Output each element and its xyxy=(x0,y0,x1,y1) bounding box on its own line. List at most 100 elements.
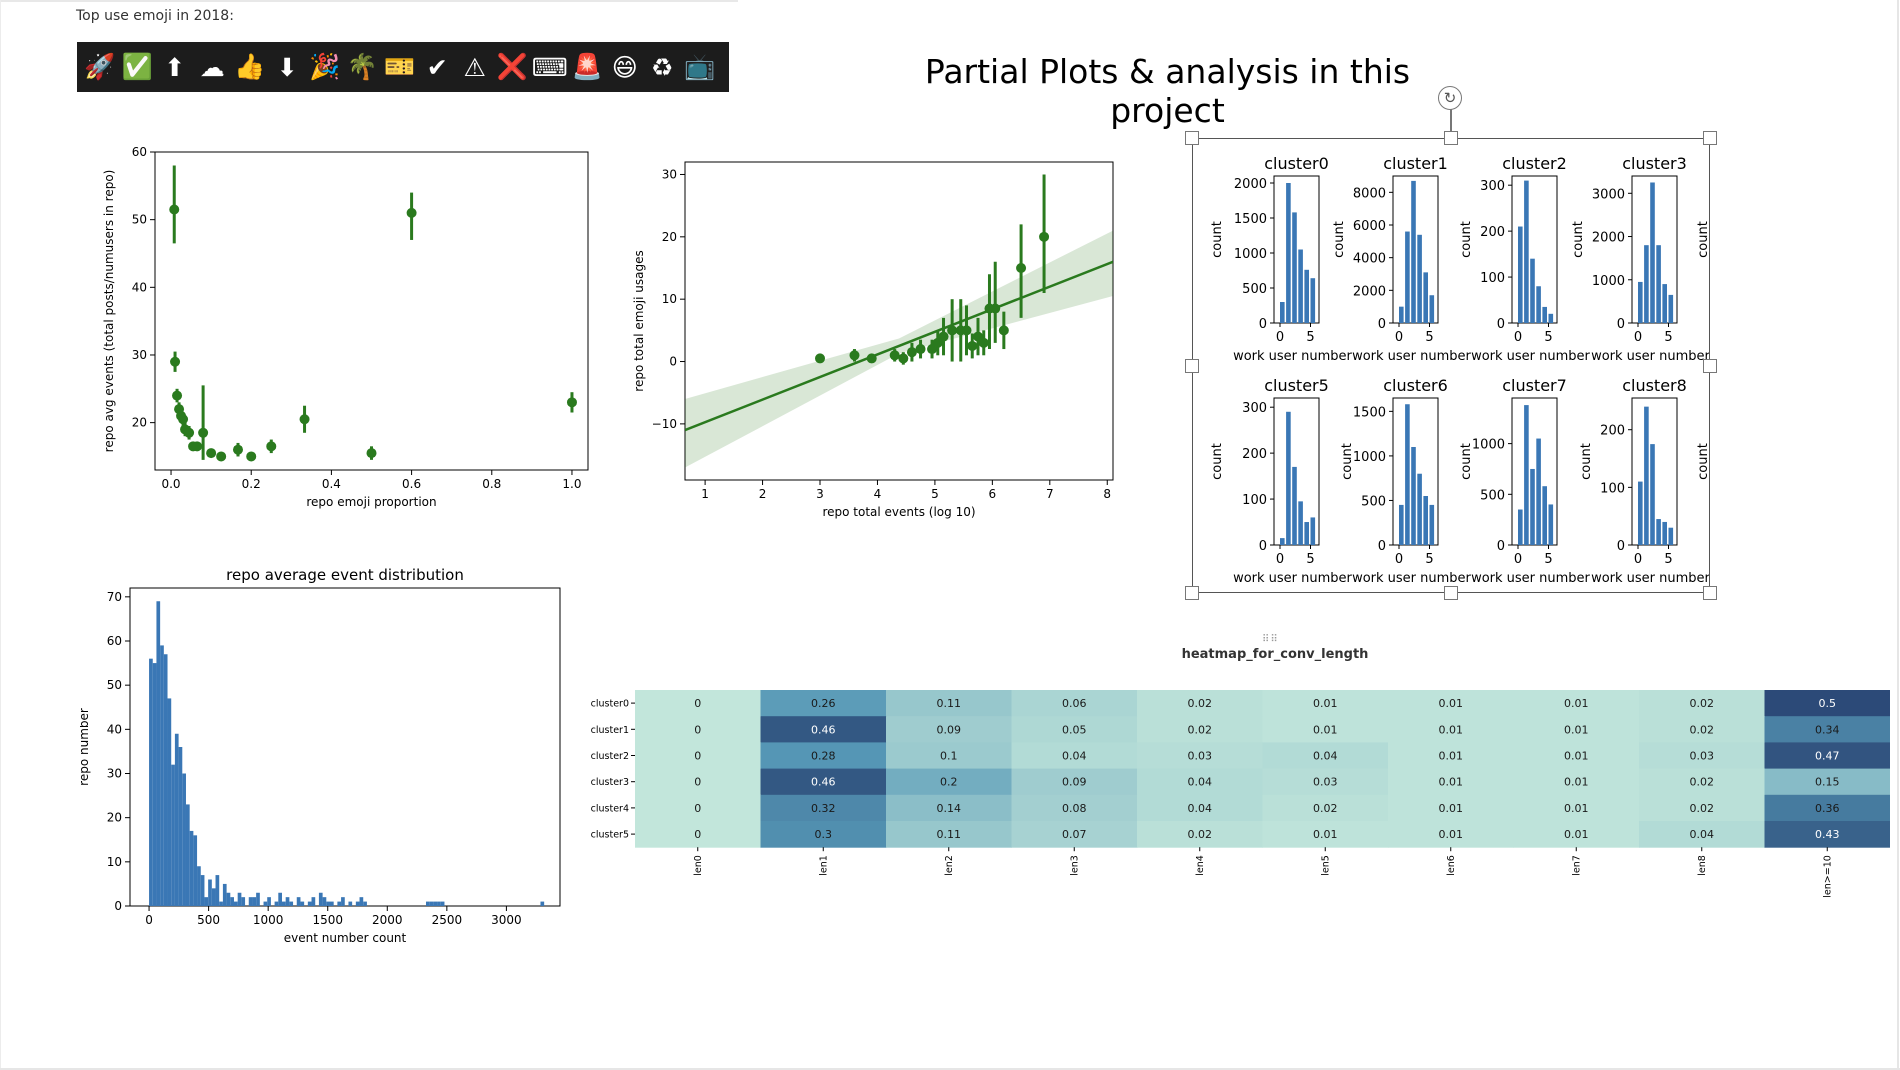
histogram-bar xyxy=(1429,504,1435,545)
histogram-bar xyxy=(211,888,216,906)
heatmap-value: 0.07 xyxy=(1062,828,1087,841)
page-title[interactable]: Partial Plots & analysis in this project xyxy=(924,52,1411,130)
y-axis-label: count xyxy=(1340,443,1355,480)
keyboard-icon: ⌨ xyxy=(531,52,568,82)
avg-event-distribution-chart[interactable]: 0 500 1000 1500 2000 2500 3000 0 10 20 30 40 50 60 70 e… xyxy=(80,558,570,948)
heatmap-cell xyxy=(1388,794,1514,822)
resize-handle-bottom-left[interactable] xyxy=(1185,586,1199,600)
resize-handle-right[interactable] xyxy=(1703,359,1717,373)
heatmap-value: 0.01 xyxy=(1564,723,1589,736)
resize-handle-top-left[interactable] xyxy=(1185,131,1199,145)
data-point xyxy=(866,353,877,364)
histogram-bar xyxy=(1405,231,1410,323)
y-axis-label: count xyxy=(1696,443,1710,480)
histogram-bar xyxy=(233,901,238,906)
heatmap-value: 0.01 xyxy=(1313,697,1338,710)
heatmap-value: 0.06 xyxy=(1062,697,1087,710)
histogram-bar xyxy=(337,901,342,906)
x-tick-label: 2000 xyxy=(372,913,403,927)
heatmap-value: 0.08 xyxy=(1062,802,1087,815)
drag-grip-icon[interactable]: ⠿⠿ xyxy=(1262,634,1279,645)
x-tick-label: 4 xyxy=(874,487,882,501)
x-tick-label: 0 xyxy=(1276,330,1284,345)
x-axis-label: work user number xyxy=(1591,349,1710,364)
heatmap-value: 0.02 xyxy=(1188,828,1213,841)
histogram-bar xyxy=(1304,269,1309,323)
y-tick-label: 200 xyxy=(1480,225,1505,240)
heatmap-cell xyxy=(886,821,1012,848)
heatmap-cell xyxy=(1388,690,1514,717)
warning-icon: ⚠ xyxy=(463,52,486,82)
histogram-bar xyxy=(1548,313,1554,323)
histogram-bar xyxy=(152,663,157,906)
emoji-proportion-chart[interactable]: 0.0 0.2 0.4 0.6 0.8 1.0 20 30 40 50 60 repo emoji p… xyxy=(80,140,600,515)
heatmap-column-label: len>=10 xyxy=(1822,855,1833,898)
heatmap-cell xyxy=(1011,742,1138,770)
heatmap-value: 0.2 xyxy=(940,776,958,789)
y-axis-label: count xyxy=(1579,443,1594,480)
emoji-strip-image[interactable]: 🚀 ✅ ⬆ ☁ 👍 ⬇ 🎉 🌴 🎫 ✔ ⚠ ❌ ⌨ 🚨 😄 ♻ 📺 xyxy=(77,42,729,92)
data-point xyxy=(898,353,909,364)
plot-frame xyxy=(154,151,589,471)
confidence-band xyxy=(685,230,1113,468)
heatmap-column-label: len4 xyxy=(1195,855,1206,876)
data-point xyxy=(849,350,860,361)
y-tick-label: 500 xyxy=(1242,282,1267,297)
heatmap-value: 0 xyxy=(694,723,701,736)
x-tick-label: 6 xyxy=(989,487,997,501)
heatmap-cell xyxy=(1764,742,1890,770)
histogram-bar xyxy=(1524,180,1529,323)
emoji-vs-events-chart[interactable]: 1 2 3 4 5 6 7 8 −10 0 10 20 30 repo total events (log… xyxy=(620,152,1130,522)
y-tick-label: 20 xyxy=(662,230,677,244)
panel-title: cluster8 xyxy=(1622,376,1687,395)
heatmap-cell xyxy=(1639,794,1765,822)
left-border xyxy=(0,0,1,1070)
heatmap-cell xyxy=(1011,821,1138,848)
histogram-bar xyxy=(1310,278,1316,323)
conv-length-heatmap[interactable]: 0 0.26 0.11 0.06 0.02 0.01 0.01 0.01 0.02 0.5 0 0.4… xyxy=(580,680,1890,900)
histogram-bar xyxy=(1536,438,1541,545)
right-border xyxy=(1897,0,1899,1070)
data-point xyxy=(198,427,209,438)
y-tick-label: 0 xyxy=(1259,539,1267,554)
resize-handle-left[interactable] xyxy=(1185,359,1199,373)
check-mark-button-icon: ✅ xyxy=(121,52,153,81)
heatmap-cell xyxy=(1137,690,1263,717)
up-arrow-icon: ⬆ xyxy=(164,52,186,82)
x-axis-label: work user number xyxy=(1591,571,1710,586)
data-point xyxy=(998,325,1009,336)
resize-handle-top-right[interactable] xyxy=(1703,131,1717,145)
histogram-bar xyxy=(204,897,209,906)
heatmap-value: 0 xyxy=(694,697,701,710)
heatmap-cell xyxy=(760,742,887,770)
rotate-handle-icon[interactable]: ↻ xyxy=(1438,86,1462,110)
resize-handle-top[interactable] xyxy=(1444,131,1458,145)
histogram-bar xyxy=(285,897,290,906)
resize-handle-bottom-right[interactable] xyxy=(1703,586,1717,600)
y-tick-label: 4000 xyxy=(1353,252,1386,267)
y-axis-label: count xyxy=(1210,221,1225,258)
x-tick-label: 1000 xyxy=(253,913,284,927)
histogram-bar xyxy=(1518,509,1523,545)
x-tick-label: 1500 xyxy=(312,913,343,927)
resize-handle-bottom[interactable] xyxy=(1444,586,1458,600)
data-point xyxy=(938,331,949,342)
histogram-bar xyxy=(1292,466,1297,545)
histogram-bar xyxy=(1638,481,1643,545)
histogram-bar xyxy=(182,773,186,906)
y-tick-label: 2000 xyxy=(1234,177,1267,192)
heatmap-cell xyxy=(1262,821,1389,848)
histogram-bar xyxy=(318,892,323,906)
heatmap-value: 0.09 xyxy=(1062,776,1087,789)
heatmap-value: 0.01 xyxy=(1439,750,1464,763)
image-selection-frame[interactable] xyxy=(1192,138,1710,593)
heatmap-value: 0.02 xyxy=(1690,802,1715,815)
heatmap-value: 0.26 xyxy=(811,697,836,710)
histogram-bar xyxy=(1286,183,1291,323)
y-axis-label: repo avg events (total posts/numusers in… xyxy=(102,170,116,453)
heatmap-value: 0.02 xyxy=(1690,776,1715,789)
histogram-bar xyxy=(1298,501,1303,545)
x-tick-label: 500 xyxy=(197,913,220,927)
y-tick-label: 500 xyxy=(1361,494,1386,509)
